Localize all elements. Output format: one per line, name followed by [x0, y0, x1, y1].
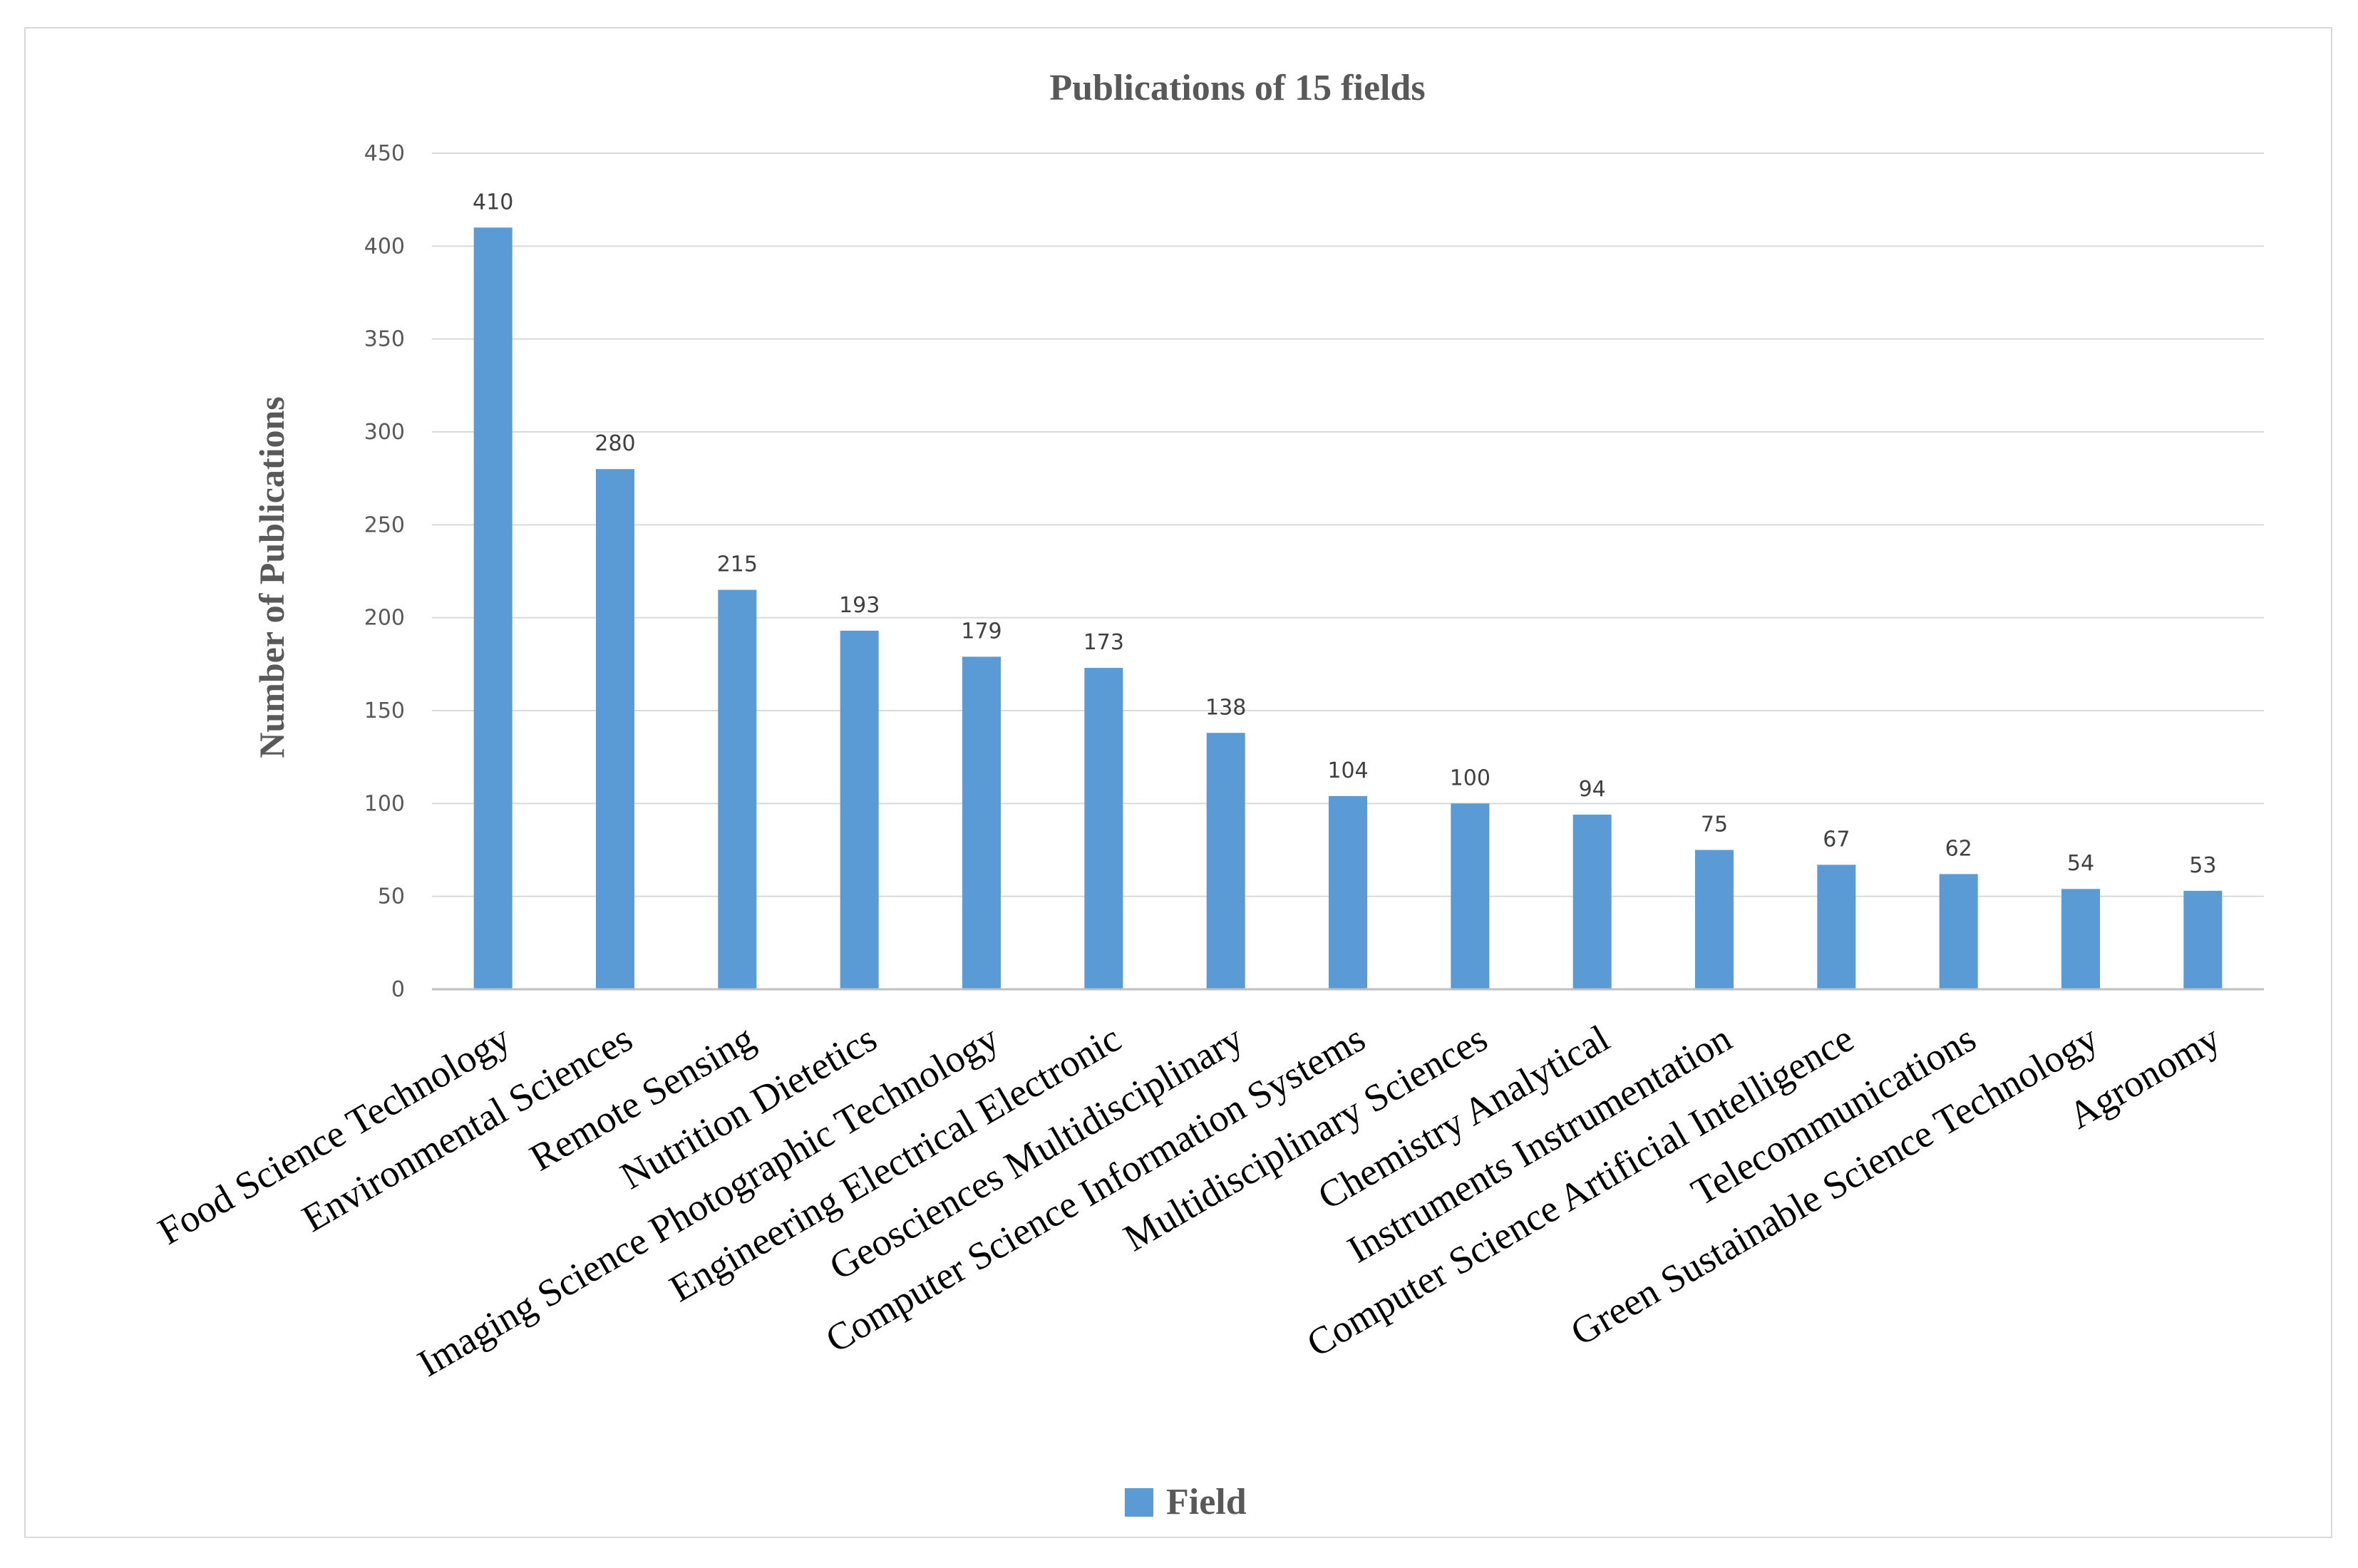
bar [473, 227, 513, 990]
data-label: 94 [1579, 777, 1606, 802]
data-label: 280 [594, 431, 635, 456]
y-tick-label: 150 [364, 698, 405, 723]
bars [473, 227, 2223, 990]
bar [718, 589, 757, 989]
bar [1939, 874, 1978, 989]
legend-label: Field [1166, 1482, 1247, 1522]
data-label: 410 [473, 190, 513, 215]
bar [1451, 803, 1490, 989]
legend: Field [1125, 1482, 1247, 1522]
bar [2183, 890, 2223, 989]
data-label: 100 [1450, 765, 1491, 790]
bar [1084, 668, 1123, 989]
data-label: 215 [717, 552, 758, 577]
bar [840, 630, 879, 989]
data-label: 179 [961, 619, 1002, 644]
data-labels: 410 280 215 193 179 173 138 104 100 94 75 67 62 54 53 [473, 190, 2216, 878]
data-label: 104 [1327, 758, 1368, 783]
data-label: 62 [1945, 836, 1972, 861]
bar [1206, 733, 1245, 989]
bar-chart: Publications of 15 fields Number of Publ… [150, 68, 2264, 1522]
legend-swatch [1125, 1488, 1153, 1517]
data-label: 138 [1205, 695, 1246, 720]
chart-title: Publications of 15 fields [1049, 68, 1425, 108]
y-tick-label: 250 [364, 512, 405, 537]
bar [1817, 865, 1856, 989]
data-label: 53 [2189, 853, 2216, 878]
y-tick-label: 400 [364, 234, 405, 259]
y-tick-label: 100 [364, 791, 405, 816]
data-label: 173 [1083, 630, 1124, 655]
y-tick-label: 0 [391, 977, 405, 1002]
bar [2061, 889, 2100, 989]
data-label: 193 [839, 593, 880, 618]
chart-frame: Publications of 15 fields Number of Publ… [24, 27, 2332, 1538]
y-tick-label: 200 [364, 606, 405, 631]
bar [596, 469, 634, 989]
bar [1695, 850, 1734, 989]
data-label: 54 [2067, 851, 2094, 876]
y-axis-label: Number of Publications [252, 396, 292, 758]
bar [1572, 814, 1612, 989]
data-label: 67 [1823, 827, 1850, 852]
data-label: 75 [1701, 813, 1728, 837]
y-tick-label: 450 [364, 141, 405, 166]
bar [962, 656, 1001, 989]
gridlines [432, 153, 2264, 897]
bar [1329, 795, 1367, 989]
y-axis-ticks: 0 50 100 150 200 250 300 350 400 450 [364, 141, 405, 1002]
y-tick-label: 300 [364, 420, 405, 445]
y-tick-label: 350 [364, 327, 405, 352]
y-tick-label: 50 [378, 884, 405, 909]
